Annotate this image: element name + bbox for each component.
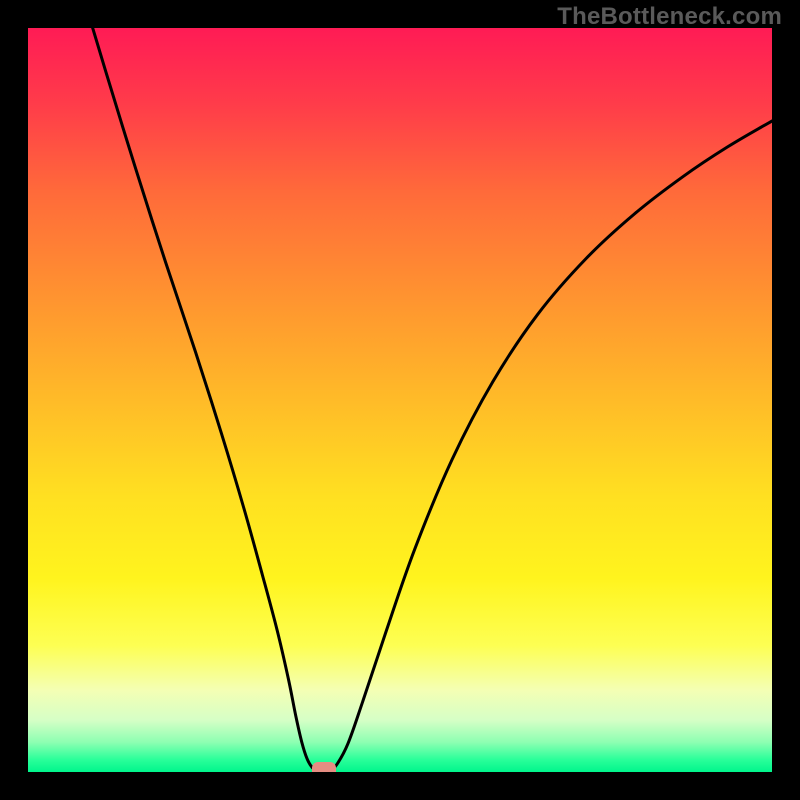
bottleneck-curve [28, 28, 772, 772]
chart-stage: TheBottleneck.com [0, 0, 800, 800]
watermark-text: TheBottleneck.com [557, 3, 782, 31]
curve-right-branch [329, 121, 772, 772]
curve-left-branch [73, 28, 319, 772]
plot-area [28, 28, 772, 772]
optimal-point-marker [312, 762, 336, 772]
